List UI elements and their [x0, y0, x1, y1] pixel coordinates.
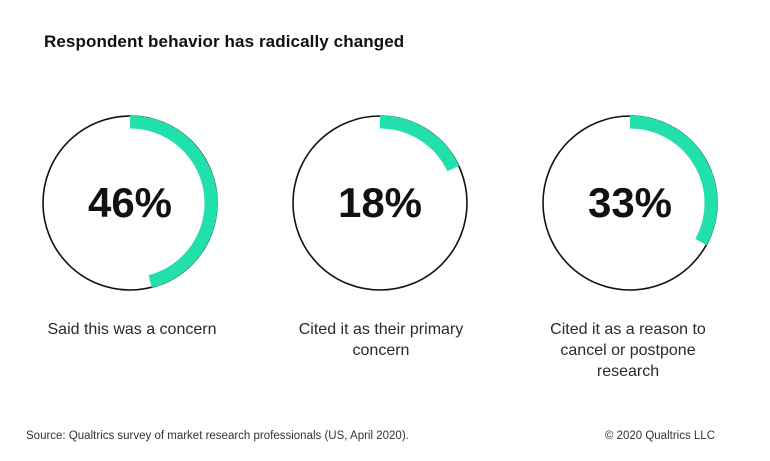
gauge-value-label: 18% — [338, 179, 422, 226]
gauge-primary-concern: 18% — [292, 115, 468, 291]
caption-primary-concern: Cited it as their primary concern — [298, 321, 464, 359]
gauge-value-label: 46% — [88, 179, 172, 226]
gauge-concern: 46% — [42, 115, 218, 291]
chart-title: Respondent behavior has radically change… — [44, 32, 405, 51]
gauge-arc — [629, 115, 718, 246]
copyright: © 2020 Qualtrics LLC — [604, 430, 715, 442]
caption-cancel-postpone: Cited it as a reason to cancel or postpo… — [550, 321, 706, 380]
source-note: Source: Qualtrics survey of market resea… — [26, 430, 409, 442]
gauge-cancel-postpone: 33% — [542, 115, 718, 291]
caption-concern: Said this was a concern — [47, 321, 217, 338]
gauge-arc — [129, 115, 218, 288]
gauge-arc — [379, 115, 460, 172]
gauge-value-label: 33% — [588, 179, 672, 226]
